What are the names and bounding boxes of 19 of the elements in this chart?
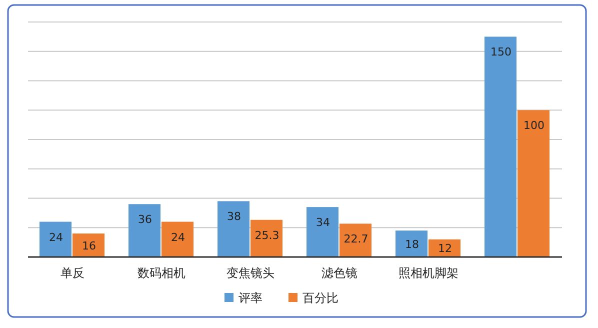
legend-label: 百分比	[302, 291, 338, 305]
data-label: 34	[316, 216, 330, 230]
data-label: 16	[82, 239, 96, 252]
x-tick-label: 照相机脚架	[398, 266, 458, 280]
data-label: 38	[227, 210, 241, 224]
data-label: 36	[138, 213, 152, 226]
data-label: 24	[171, 230, 185, 244]
x-tick-label: 单反	[60, 266, 84, 280]
x-tick-label: 变焦镜头	[226, 266, 274, 280]
data-label: 25.3	[254, 228, 280, 242]
legend-label: 评率	[238, 291, 262, 305]
data-label: 18	[405, 238, 419, 251]
data-label: 22.7	[344, 232, 368, 246]
data-label: 24	[49, 230, 63, 244]
x-tick-label: 滤色镜	[322, 266, 358, 280]
data-label: 12	[438, 242, 452, 256]
data-label: 150	[490, 46, 512, 59]
data-label: 100	[524, 119, 544, 132]
x-tick-label: 数码相机	[138, 266, 186, 280]
